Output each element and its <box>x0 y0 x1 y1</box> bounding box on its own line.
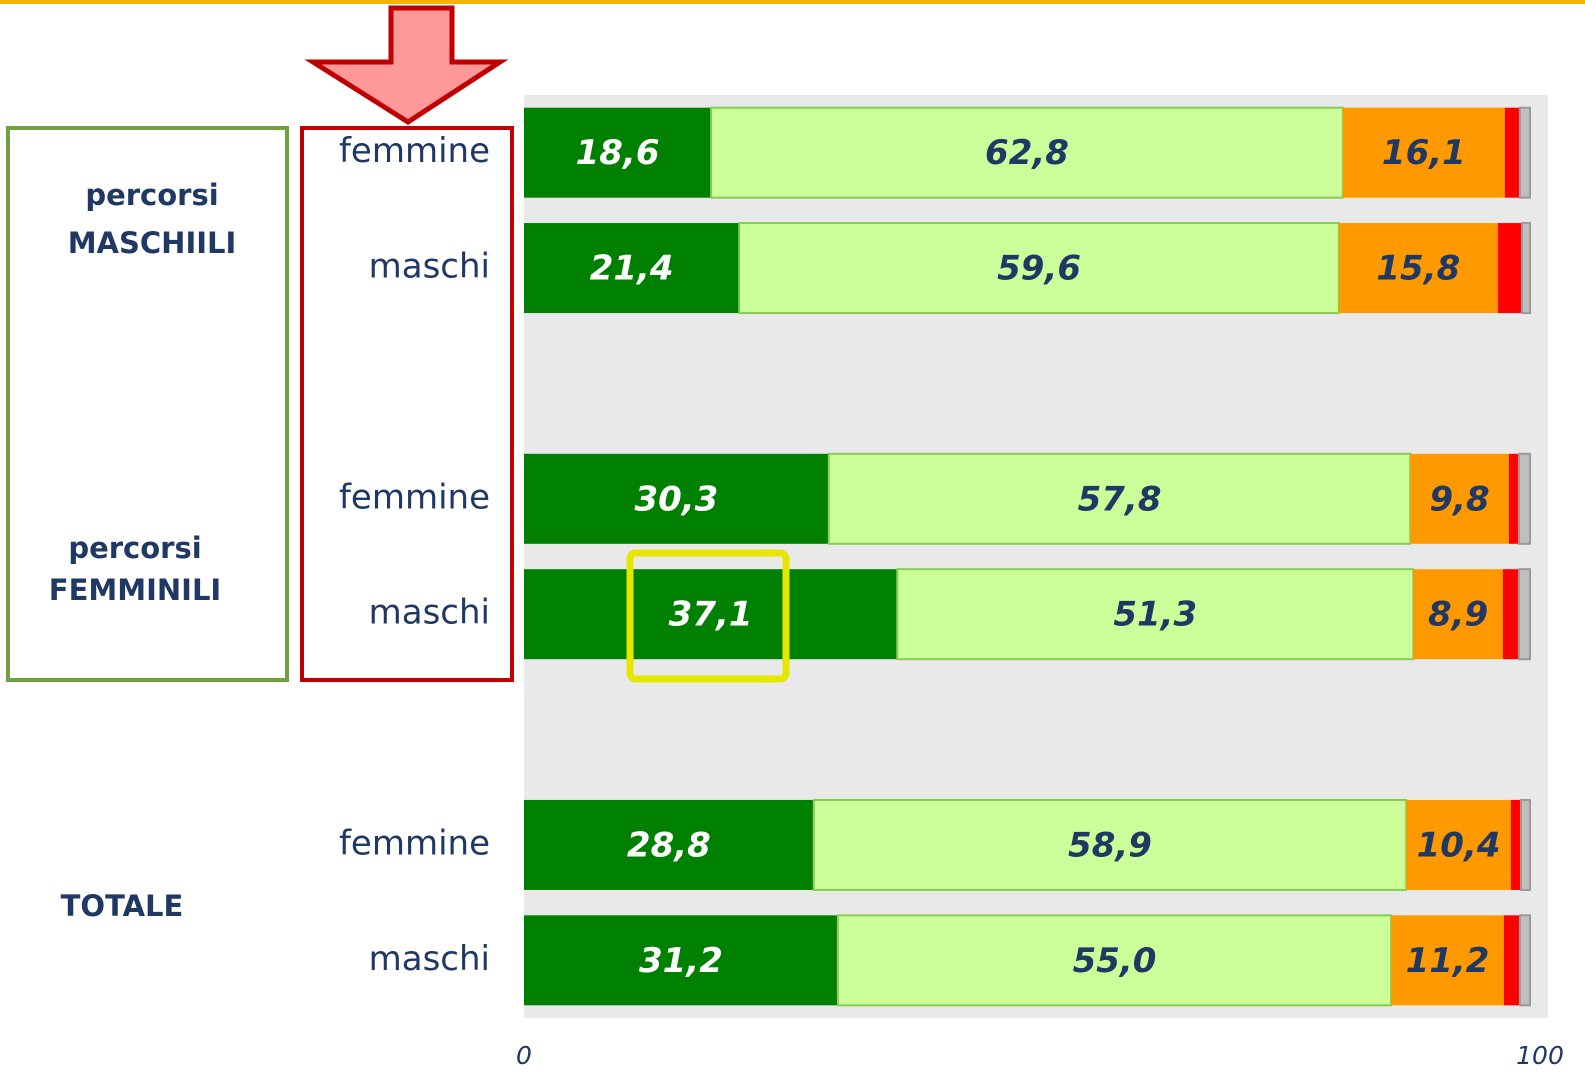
bar-segment <box>1502 569 1519 660</box>
bar-segment <box>827 452 1412 545</box>
arrow <box>304 5 509 125</box>
highlight-box <box>626 549 790 683</box>
y-tick-label: femmine <box>339 477 490 517</box>
x-tick-label: 0 <box>516 1041 532 1070</box>
bar-segment <box>1518 106 1531 199</box>
bar-segment <box>524 453 829 544</box>
value-label: 62,8 <box>985 133 1069 173</box>
bar-segment <box>1391 915 1504 1006</box>
category-box <box>300 126 514 682</box>
value-label: 15,8 <box>1376 249 1460 289</box>
bar-segment <box>524 915 838 1006</box>
value-label: 55,0 <box>1073 941 1157 981</box>
value-label: 58,9 <box>1068 825 1152 865</box>
y-tick-label: femmine <box>339 823 490 863</box>
group-box <box>6 126 289 682</box>
bar-segment <box>524 569 898 660</box>
value-label: 59,6 <box>997 249 1081 289</box>
bar-segment <box>1503 915 1520 1006</box>
value-label: 9,8 <box>1429 479 1489 519</box>
bar-segment <box>524 107 712 198</box>
bar-segment <box>1520 222 1532 315</box>
value-label: 37,1 <box>669 595 753 635</box>
value-label: 28,8 <box>627 825 711 865</box>
bar-segment <box>1497 223 1522 314</box>
bar-segment <box>524 799 814 890</box>
value-label: 21,4 <box>590 249 674 289</box>
group-label: MASCHIILI <box>68 226 237 260</box>
y-tick-label: maschi <box>369 939 490 979</box>
bar-segment <box>1508 453 1519 544</box>
y-tick-label: femmine <box>339 131 490 171</box>
bar-segment <box>1338 223 1498 314</box>
bars: 18,6 62,8 16,1 21,4 59,6 15,8 30,3 57,8 9,8 37,1 5… <box>524 106 1532 1007</box>
value-label: 8,9 <box>1428 595 1488 635</box>
bar-segment <box>1519 798 1532 891</box>
group-label: percorsi <box>85 178 218 212</box>
value-label: 31,2 <box>639 941 723 981</box>
value-label: 30,3 <box>634 479 718 519</box>
bar-segment <box>1518 914 1531 1007</box>
bar-segment <box>1413 569 1503 660</box>
y-tick-label: maschi <box>369 593 490 633</box>
group-label: TOTALE <box>61 889 184 923</box>
bar-segment <box>836 914 1393 1007</box>
bar-segment <box>710 106 1344 199</box>
top-border <box>0 0 1585 4</box>
bar-segment <box>1406 799 1511 890</box>
bar-segment <box>1510 799 1521 890</box>
y-tick-label: maschi <box>369 247 490 287</box>
group-label: percorsi <box>68 531 201 565</box>
bar-segment <box>1410 453 1509 544</box>
x-tick-label: 100 <box>1516 1041 1564 1070</box>
value-label: 57,8 <box>1078 479 1162 519</box>
value-label: 18,6 <box>576 133 660 173</box>
group-label: FEMMINILI <box>49 573 221 607</box>
bar-segment <box>1504 107 1520 198</box>
bar-segment <box>1517 568 1531 661</box>
bar-segment <box>1517 452 1531 545</box>
bar-segment <box>896 568 1415 661</box>
value-label: 10,4 <box>1417 825 1501 865</box>
value-label: 16,1 <box>1382 133 1466 173</box>
value-label: 11,2 <box>1406 941 1490 981</box>
bar-segment <box>524 223 740 314</box>
bar-segment <box>1342 107 1505 198</box>
bar-segment <box>812 798 1408 891</box>
value-label: 51,3 <box>1113 595 1197 635</box>
